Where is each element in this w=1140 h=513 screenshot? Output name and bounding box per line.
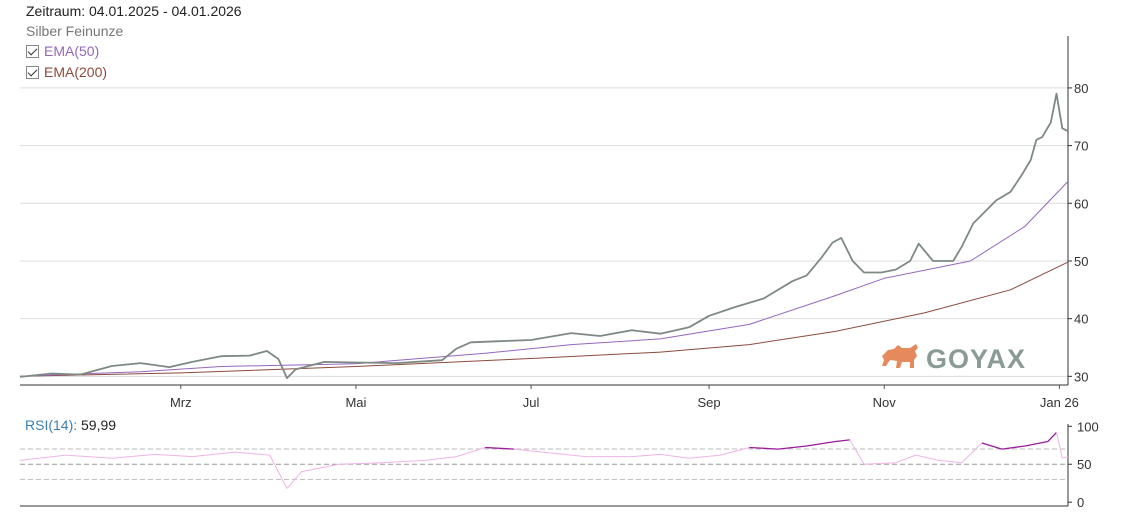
- rsi-segment: [19, 454, 66, 461]
- instrument-name: Silber Feinunze: [26, 23, 124, 39]
- ema200-label: EMA(200): [44, 64, 108, 80]
- y-tick-label: 40: [1074, 312, 1088, 327]
- x-tick-label: Mrz: [170, 395, 192, 410]
- rsi-segment: [485, 446, 514, 450]
- rsi-segment: [65, 454, 112, 459]
- rsi-segment: [1024, 440, 1049, 447]
- rsi-segment: [235, 451, 270, 456]
- x-tick-label: Jan 26: [1040, 395, 1079, 410]
- price-line: [19, 92, 1069, 380]
- rsi-segment: [1062, 456, 1069, 459]
- rsi-segment: [777, 445, 807, 450]
- period-caption: Zeitraum:: [26, 3, 86, 19]
- ema50-line: [19, 181, 1069, 377]
- y-tick-label: 50: [1074, 254, 1088, 269]
- rsi-segment: [1056, 432, 1063, 459]
- rsi-segment: [286, 471, 302, 489]
- rsi-segment: [542, 451, 586, 458]
- rsi-segment: [938, 459, 962, 464]
- y-tick-label: 70: [1074, 139, 1088, 154]
- rsi-segment: [301, 463, 339, 473]
- rsi-segment: [513, 448, 543, 453]
- rsi-segment: [154, 453, 193, 458]
- rsi-segment: [424, 456, 457, 461]
- x-tick-label: Jul: [523, 395, 540, 410]
- rsi-segment: [111, 453, 155, 459]
- rsi-segment: [338, 462, 382, 465]
- rsi-segment: [981, 442, 1003, 450]
- x-tick-label: Nov: [873, 395, 897, 410]
- rsi-segment: [688, 454, 721, 459]
- y-tick-label: 80: [1074, 81, 1088, 96]
- logo-text: GOYAX: [926, 344, 1026, 374]
- rsi-segment: [660, 453, 690, 459]
- rsi-segment: [806, 440, 836, 447]
- legend-ema50[interactable]: EMA(50): [26, 43, 99, 59]
- rsi-segment: [631, 453, 661, 458]
- rsi-segment: [381, 459, 425, 464]
- rsi-tick-label: 0: [1077, 495, 1084, 510]
- ema200-line: [19, 261, 1069, 377]
- ema200-checkbox[interactable]: [26, 65, 39, 79]
- rsi-segment: [864, 462, 896, 465]
- ema50-checkbox[interactable]: [26, 44, 39, 58]
- rsi-segment: [961, 442, 983, 464]
- bull-icon: [882, 344, 918, 368]
- rsi-segment: [456, 447, 486, 458]
- rsi-value: 59,99: [81, 417, 117, 433]
- legend-ema200[interactable]: EMA(200): [26, 64, 107, 80]
- y-tick-label: 30: [1074, 369, 1088, 384]
- rsi-segment: [192, 451, 236, 458]
- rsi-segment: [849, 439, 865, 465]
- period-range: 04.01.2025 - 04.01.2026: [89, 3, 242, 19]
- rsi-segment: [720, 447, 750, 456]
- x-tick-label: Sep: [698, 395, 721, 410]
- rsi-segment: [915, 454, 939, 461]
- goyax-logo: GOYAX: [882, 344, 1026, 374]
- rsi-name: RSI(14): [25, 417, 74, 433]
- rsi-segment: [269, 454, 288, 489]
- x-tick-label: Mai: [345, 395, 366, 410]
- y-tick-label: 60: [1074, 196, 1088, 211]
- rsi-tick-label: 100: [1077, 419, 1099, 434]
- rsi-segment: [749, 446, 779, 450]
- rsi-segment: [835, 439, 850, 443]
- rsi-label: RSI(14): 59,99: [25, 417, 117, 433]
- rsi-segment: [1001, 445, 1025, 450]
- period-label: Zeitraum: 04.01.2025 - 04.01.2026: [26, 3, 242, 19]
- rsi-tick-label: 50: [1077, 457, 1091, 472]
- rsi-segment: [895, 454, 916, 464]
- rsi-segment: [1047, 431, 1057, 442]
- ema50-label: EMA(50): [44, 43, 100, 59]
